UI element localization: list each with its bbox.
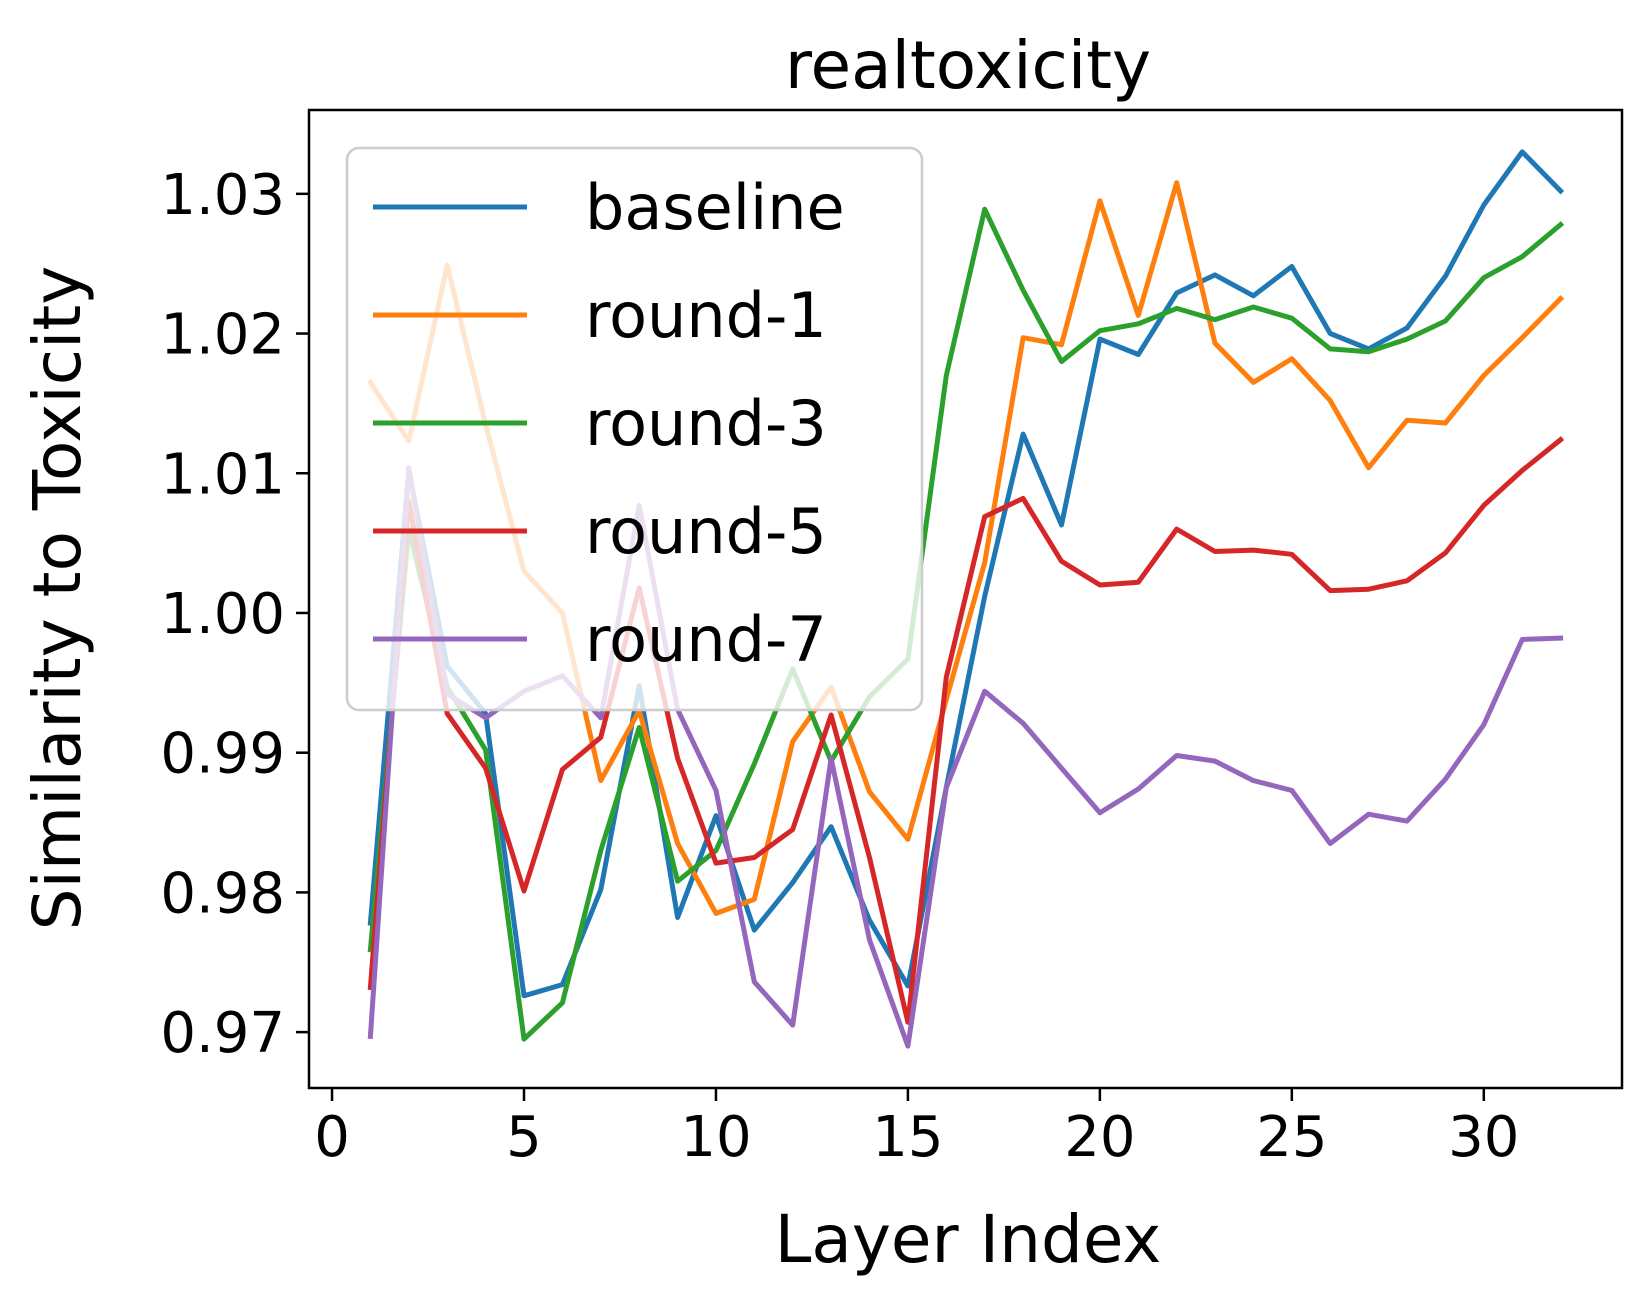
series-line-round-5 [367,436,1565,1025]
x-axis-ticks: 0 5 10 15 20 25 30 [314,1088,1519,1170]
y-axis-ticks: 0.97 0.98 0.99 1.00 1.01 1.02 1.03 [160,163,309,1066]
x-tick-label: 5 [506,1105,542,1170]
legend-label-round-3: round-3 [585,387,827,460]
y-tick-label: 0.99 [160,722,285,787]
x-tick-label: 15 [872,1105,943,1170]
legend-label-round-1: round-1 [585,279,827,352]
y-tick-label: 0.98 [160,861,285,926]
x-tick-label: 0 [314,1105,350,1170]
x-tick-label: 30 [1448,1105,1519,1170]
x-tick-label: 20 [1064,1105,1135,1170]
y-tick-label: 1.02 [160,303,285,368]
y-tick-label: 1.01 [160,442,285,507]
legend-label-round-7: round-7 [585,603,827,676]
legend-frame [345,146,924,712]
y-tick-label: 1.00 [160,582,285,647]
y-axis-label: Similarity to Toxicity [19,266,96,931]
legend-label-round-5: round-5 [585,495,827,568]
y-tick-label: 1.03 [160,163,285,228]
plot-frame [307,108,1624,1090]
legend-label-baseline: baseline [585,171,845,244]
legend: baseline round-1 round-3 round-5 round-7 [345,146,924,712]
x-axis-label: Layer Index [775,1201,1162,1278]
y-tick-label: 0.97 [160,1001,285,1066]
x-tick-label: 25 [1256,1105,1327,1170]
legend-entries: baseline round-1 round-3 round-5 round-7 [373,171,845,676]
chart-title: realtoxicity [785,27,1151,104]
x-tick-label: 10 [680,1105,751,1170]
series-line-round-3 [367,206,1565,1042]
